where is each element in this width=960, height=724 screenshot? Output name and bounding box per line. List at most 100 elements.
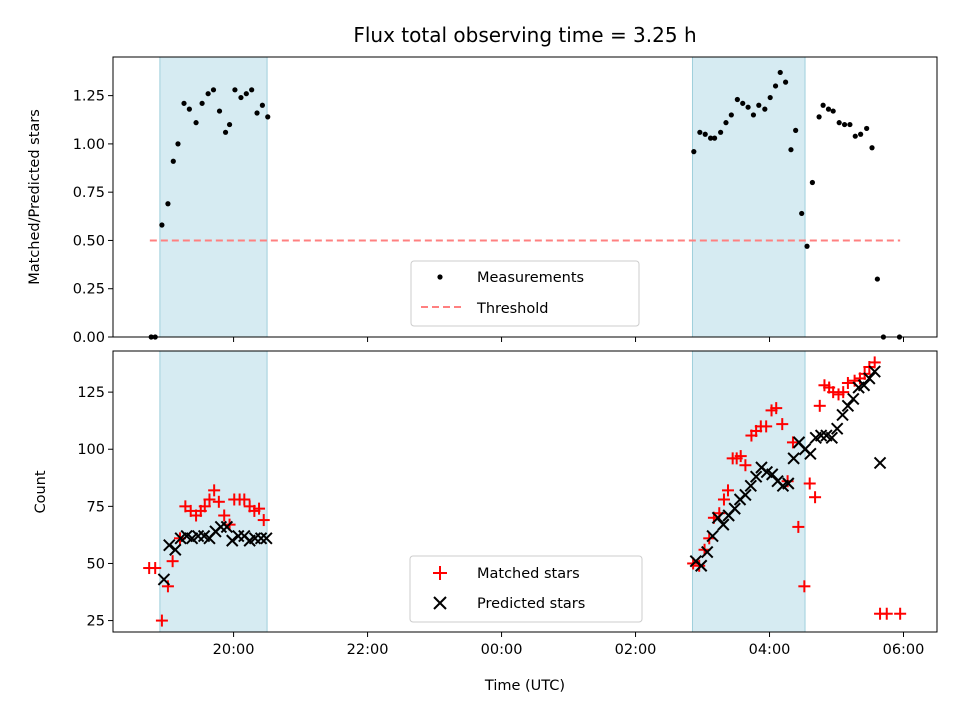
top-panel-frame: [112, 56, 938, 338]
y-tick-label: 75: [87, 499, 105, 515]
chart-title: Flux total observing time = 3.25 h: [353, 23, 696, 47]
matched-star-point: [803, 477, 816, 490]
measurement-point: [697, 129, 703, 135]
matched-star-point: [776, 418, 789, 431]
predicted-star-point: [163, 538, 176, 552]
y-tick-label: 25: [87, 614, 105, 630]
legend-predicted-marker: [433, 596, 447, 610]
predicted-star-stroke: [760, 465, 774, 479]
measurement-point: [728, 112, 734, 118]
predicted-star-stroke: [873, 456, 887, 470]
matched-star-point: [198, 500, 211, 513]
predicted-star-stroke: [197, 529, 211, 543]
predicted-star-point: [226, 534, 239, 547]
predicted-star-point: [728, 502, 741, 515]
predicted-star-point: [717, 518, 730, 531]
measurement-point: [216, 108, 223, 114]
predicted-star-point: [836, 408, 849, 422]
predicted-star-point: [825, 431, 839, 445]
legend-threshold-label: Threshold: [476, 301, 548, 317]
x-tick-label: 06:00: [883, 642, 925, 658]
measurement-point: [232, 87, 238, 93]
predicted-star-point: [873, 456, 887, 470]
predicted-star-point: [857, 379, 871, 392]
measurement-point: [181, 100, 187, 106]
top-panel: 0.00 0.25 0.50 0.75 1.00 1.25 Flux total obse…: [27, 23, 938, 346]
measurement-point: [707, 135, 714, 141]
matched-star-point: [813, 399, 826, 412]
predicted-star-point: [694, 559, 708, 572]
predicted-star-stroke: [792, 436, 806, 449]
measurement-point: [249, 87, 255, 93]
x-tick-label: 22:00: [347, 642, 389, 658]
measurement-point: [193, 120, 199, 126]
predicted-star-stroke: [841, 399, 855, 413]
measurement-point: [734, 96, 740, 103]
matched-star-point: [203, 493, 216, 506]
predicted-star-stroke: [260, 532, 273, 545]
matched-star-point: [253, 502, 266, 515]
matched-star-point: [798, 580, 811, 593]
matched-star-point: [880, 607, 893, 620]
measurement-point: [841, 121, 848, 128]
y-tick-label: 1.00: [73, 137, 105, 153]
y-tick-label: 1.25: [73, 89, 105, 105]
predicted-star-point: [744, 479, 757, 492]
matched-star-point: [739, 459, 752, 472]
matched-star-point: [721, 484, 734, 497]
matched-star-point: [894, 607, 907, 620]
predicted-star-stroke: [694, 559, 708, 572]
measurement-point: [159, 222, 165, 228]
matched-star-point: [238, 493, 251, 506]
y-tick-label: 0.75: [73, 185, 105, 201]
measurement-point: [874, 276, 880, 282]
bottom-legend-box: [409, 555, 643, 623]
predicted-star-stroke: [830, 422, 844, 435]
legend-predicted-label: Predicted stars: [477, 596, 585, 612]
y-tick-label: 50: [87, 556, 105, 572]
predicted-star-stroke: [744, 479, 757, 492]
predicted-star-stroke: [749, 470, 763, 483]
predicted-star-point: [711, 511, 725, 524]
matched-star-point: [760, 420, 773, 433]
measurement-point: [782, 79, 789, 85]
measurement-point: [772, 83, 779, 89]
matched-star-point: [257, 514, 270, 527]
measurement-point: [750, 112, 757, 118]
shaded-interval: [691, 56, 806, 338]
measurement-point: [777, 69, 783, 76]
matched-star-point: [212, 495, 225, 508]
measurement-point: [864, 125, 870, 132]
predicted-star-point: [706, 529, 719, 543]
predicted-star-point: [254, 532, 268, 545]
bottom-panel-frame: [112, 350, 938, 633]
measurement-point: [718, 129, 724, 135]
predicted-star-stroke: [820, 429, 833, 442]
predicted-star-point: [863, 372, 876, 385]
matched-star-point: [770, 402, 783, 415]
predicted-star-stroke: [254, 532, 268, 545]
predicted-star-point: [787, 452, 800, 465]
matched-star-point: [827, 386, 840, 399]
predicted-star-stroke: [868, 365, 881, 378]
predicted-star-stroke: [782, 477, 795, 490]
y-tick-label: 0.00: [73, 330, 105, 346]
measurement-point: [243, 91, 249, 97]
predicted-star-stroke: [157, 573, 171, 586]
predicted-star-stroke: [836, 408, 849, 422]
legend-measurements-marker: [437, 274, 443, 280]
predicted-star-point: [841, 399, 855, 413]
matched-star-point: [149, 562, 162, 575]
x-tick-label: 00:00: [481, 642, 523, 658]
bottom-y-axis-label: Count: [33, 470, 49, 513]
y-tick-label: 125: [77, 385, 105, 401]
predicted-star-point: [701, 545, 714, 559]
matched-star-point: [734, 450, 747, 463]
predicted-star-stroke: [220, 520, 234, 534]
measurement-point: [265, 114, 271, 120]
legend-matched-label: Matched stars: [477, 566, 580, 582]
measurement-point: [740, 100, 746, 106]
measurement-point: [222, 129, 229, 135]
matched-star-point: [717, 493, 730, 506]
